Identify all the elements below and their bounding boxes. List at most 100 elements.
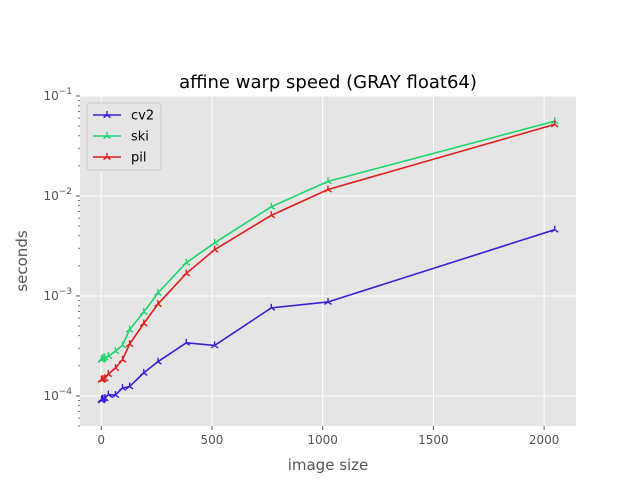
- data-point-stroke: [324, 180, 329, 185]
- data-point-stroke: [118, 359, 123, 363]
- data-point-stroke: [267, 206, 272, 210]
- legend-item-pil: pil: [93, 151, 146, 166]
- y-tick-exponent: −2: [59, 187, 72, 197]
- x-tick-label: 1000: [307, 433, 338, 447]
- data-point-stroke: [182, 342, 187, 346]
- data-point-stroke: [139, 311, 145, 316]
- data-point-stroke: [103, 114, 108, 119]
- data-point-stroke: [103, 135, 108, 140]
- data-point: [125, 325, 134, 333]
- data-point: [267, 211, 276, 219]
- data-point-stroke: [554, 123, 559, 128]
- data-point-stroke: [107, 394, 113, 398]
- legend-item-ski: ski: [93, 130, 149, 145]
- grid: [80, 95, 576, 426]
- data-point-stroke: [154, 292, 159, 297]
- data-point: [182, 258, 191, 266]
- data-point: [267, 202, 276, 210]
- data-point: [104, 390, 113, 398]
- data-point: [550, 120, 559, 128]
- data-point-stroke: [111, 394, 116, 399]
- data-point: [103, 153, 111, 161]
- data-point-stroke: [210, 344, 216, 349]
- x-tick-label: 500: [201, 433, 224, 447]
- data-point-stroke: [111, 367, 116, 372]
- data-point: [100, 394, 109, 402]
- data-point: [111, 364, 120, 372]
- x-axis: 0 500 1000 1500 2000: [97, 426, 559, 447]
- data-point-stroke: [106, 114, 111, 119]
- data-point-stroke: [185, 272, 191, 277]
- legend-label: pil: [131, 151, 146, 166]
- data-point-stroke: [157, 292, 162, 297]
- data-point: [118, 355, 127, 363]
- data-point-stroke: [125, 385, 131, 390]
- data-point: [104, 352, 113, 360]
- data-point-stroke: [157, 303, 162, 308]
- data-point-stroke: [210, 242, 216, 246]
- data-point-stroke: [104, 373, 109, 378]
- data-point-stroke: [185, 342, 191, 346]
- data-point-stroke: [139, 372, 145, 376]
- y-tick-label: 10−1: [43, 87, 72, 103]
- data-point-stroke: [104, 377, 109, 382]
- data-point-stroke: [99, 357, 104, 361]
- data-point-stroke: [185, 262, 191, 266]
- y-tick-base: 10: [43, 89, 58, 103]
- data-point-stroke: [125, 329, 131, 333]
- data-point-stroke: [115, 394, 120, 399]
- data-point: [324, 177, 332, 185]
- data-point-stroke: [324, 188, 329, 193]
- data-point-stroke: [182, 272, 187, 277]
- data-point-stroke: [106, 156, 111, 161]
- data-point-stroke: [106, 135, 111, 140]
- legend-label: cv2: [131, 109, 154, 124]
- data-point: [139, 308, 148, 316]
- series-ski: [97, 117, 559, 363]
- data-point-stroke: [154, 361, 159, 365]
- data-point-stroke: [214, 242, 219, 246]
- data-point: [210, 341, 219, 349]
- data-point: [182, 269, 191, 277]
- data-point: [210, 238, 219, 246]
- data-point-stroke: [122, 387, 127, 392]
- data-point: [111, 347, 120, 355]
- data-point-stroke: [143, 372, 148, 376]
- data-point-stroke: [267, 307, 272, 311]
- data-point-stroke: [115, 367, 120, 372]
- data-point-stroke: [100, 397, 106, 402]
- data-point-stroke: [107, 355, 113, 360]
- data-point: [103, 111, 111, 119]
- data-point: [139, 368, 148, 376]
- data-point-stroke: [111, 350, 116, 355]
- data-point-stroke: [118, 344, 123, 349]
- data-point-stroke: [182, 262, 187, 266]
- data-point: [103, 132, 111, 140]
- data-point-stroke: [267, 214, 272, 219]
- data-point-stroke: [143, 311, 148, 316]
- x-tick-label: 1500: [418, 433, 449, 447]
- data-point-stroke: [104, 397, 109, 402]
- data-point-stroke: [154, 303, 159, 308]
- data-point-stroke: [143, 322, 148, 327]
- data-point: [182, 338, 191, 346]
- data-point-stroke: [327, 188, 332, 193]
- data-point-stroke: [104, 355, 109, 360]
- x-tick-label: 2000: [529, 433, 560, 447]
- y-tick-base: 10: [43, 189, 58, 203]
- data-point-stroke: [214, 344, 219, 349]
- y-tick-label: 10−2: [43, 187, 72, 203]
- data-point-stroke: [100, 356, 106, 361]
- data-point-stroke: [324, 301, 329, 306]
- y-tick-label: 10−3: [43, 287, 72, 303]
- series-layer: [97, 117, 559, 404]
- legend-box: [86, 102, 162, 171]
- y-axis: 10−410−310−210−1: [43, 87, 80, 427]
- data-point: [111, 391, 120, 399]
- data-point: [267, 303, 276, 311]
- data-point: [154, 300, 162, 308]
- data-point-stroke: [327, 180, 332, 185]
- data-point-stroke: [210, 249, 216, 253]
- data-point-stroke: [103, 156, 108, 161]
